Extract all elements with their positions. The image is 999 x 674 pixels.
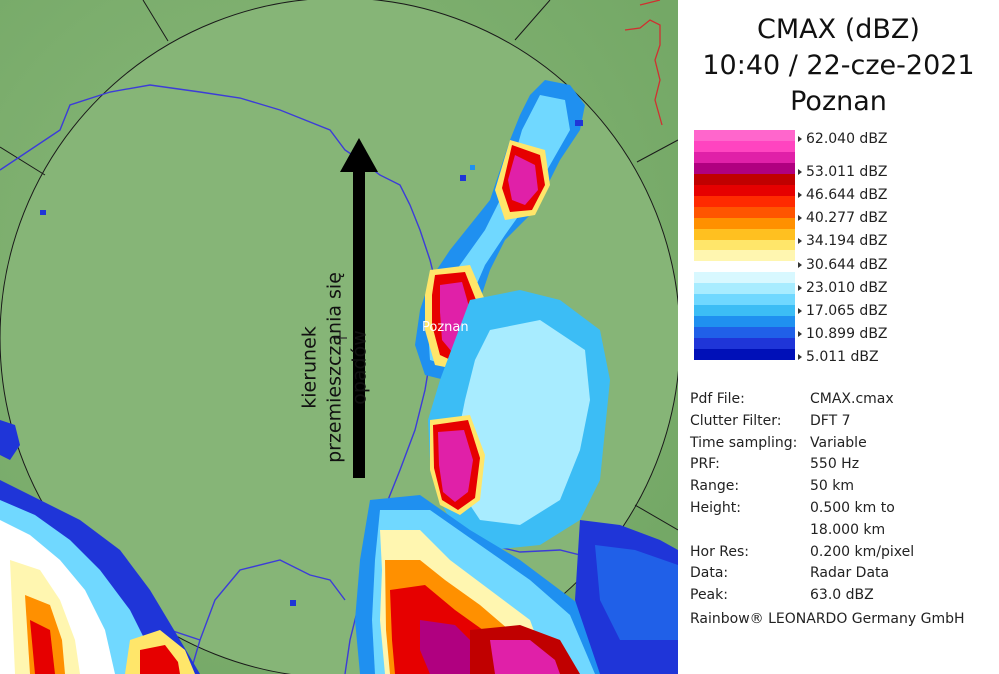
site-name: Poznan xyxy=(790,86,887,117)
color-scale-swatch xyxy=(694,316,795,328)
radar-map-graphics xyxy=(0,0,678,674)
tick-arrow-icon xyxy=(798,238,802,244)
color-scale-swatch xyxy=(694,327,795,339)
color-scale-swatch xyxy=(694,283,795,295)
tick-arrow-icon xyxy=(798,308,802,314)
tick-arrow-icon xyxy=(798,136,802,142)
color-scale-swatch xyxy=(694,294,795,306)
tick-arrow-icon xyxy=(798,331,802,337)
color-scale-label: 62.040 dBZ xyxy=(798,131,888,147)
metadata-key: Data: xyxy=(690,565,729,582)
color-scale-swatch xyxy=(694,349,795,361)
metadata-value: 18.000 km xyxy=(810,521,886,538)
color-scale-swatch xyxy=(694,195,795,208)
city-label: Poznan xyxy=(422,320,469,335)
color-scale-swatch xyxy=(694,272,795,284)
color-scale-label: 17.065 dBZ xyxy=(798,303,888,319)
metadata-key: Pdf File: xyxy=(690,391,745,407)
metadata-value: 0.500 km to xyxy=(810,500,895,516)
color-scale-swatch xyxy=(694,239,795,251)
color-scale-label: 46.644 dBZ xyxy=(798,187,888,203)
color-scale-bar xyxy=(694,130,795,361)
color-scale-label: 34.194 dBZ xyxy=(798,233,888,249)
color-scale-value: 46.644 dBZ xyxy=(806,187,888,203)
color-scale-swatch xyxy=(694,228,795,240)
color-scale-value: 17.065 dBZ xyxy=(806,303,888,319)
color-scale-value: 30.644 dBZ xyxy=(806,257,888,273)
color-scale-value: 23.010 dBZ xyxy=(806,280,888,296)
color-scale-swatch xyxy=(694,261,795,273)
color-scale-swatch xyxy=(694,338,795,350)
metadata-key: Height: xyxy=(690,500,741,516)
metadata-key: Time sampling: xyxy=(690,434,798,451)
color-scale-swatch xyxy=(694,162,795,175)
direction-label-line1: kierunek xyxy=(298,326,321,409)
color-scale-swatch xyxy=(694,305,795,317)
metadata-key: Hor Res: xyxy=(690,543,750,560)
color-scale-label: 5.011 dBZ xyxy=(798,349,879,365)
tick-arrow-icon xyxy=(798,354,802,360)
radar-center-marker xyxy=(333,331,347,345)
metadata-value: 50 km xyxy=(810,478,855,495)
direction-arrow xyxy=(340,138,378,478)
color-scale-label: 23.010 dBZ xyxy=(798,280,888,296)
color-scale-label: 53.011 dBZ xyxy=(798,164,888,180)
color-scale-swatch xyxy=(694,173,795,186)
color-scale-swatch xyxy=(694,217,795,230)
metadata-value: 550 Hz xyxy=(810,456,860,473)
metadata-key: Clutter Filter: xyxy=(690,412,782,429)
datetime: 10:40 / 22-cze-2021 xyxy=(702,50,975,81)
footer-credit: Rainbow® LEONARDO Germany GmbH xyxy=(690,611,965,627)
color-scale-label: 10.899 dBZ xyxy=(798,326,888,342)
color-scale-swatch xyxy=(694,206,795,219)
tick-arrow-icon xyxy=(798,215,802,221)
color-scale-value: 34.194 dBZ xyxy=(806,233,888,249)
color-scale-label: 40.277 dBZ xyxy=(798,210,888,226)
color-scale-swatch xyxy=(694,140,795,153)
color-scale-value: 10.899 dBZ xyxy=(806,326,888,342)
color-scale-swatch xyxy=(694,250,795,262)
color-scale-swatch xyxy=(694,130,795,142)
tick-arrow-icon xyxy=(798,192,802,198)
color-scale-value: 5.011 dBZ xyxy=(806,349,879,365)
tick-arrow-icon xyxy=(798,262,802,268)
precipitation-echoes xyxy=(0,80,678,674)
tick-arrow-icon xyxy=(798,285,802,291)
direction-label-line2: przemieszczania się opadów xyxy=(323,272,371,463)
color-scale-swatch xyxy=(694,184,795,197)
color-scale-value: 53.011 dBZ xyxy=(806,164,888,180)
direction-label: kierunek przemieszczania się opadów xyxy=(298,263,373,473)
metadata-value: Variable xyxy=(810,434,867,451)
color-scale-swatch xyxy=(694,151,795,164)
metadata-value: 0.200 km/pixel xyxy=(810,543,915,560)
metadata-value: Radar Data xyxy=(810,565,890,582)
radar-map: Poznan kierunek przemieszczania się opad… xyxy=(0,0,678,674)
color-scale-label: 30.644 dBZ xyxy=(798,257,888,273)
metadata-value: DFT 7 xyxy=(810,412,851,429)
color-scale-value: 40.277 dBZ xyxy=(806,210,888,226)
metadata-key: Range: xyxy=(690,478,740,495)
metadata-value: CMAX.cmax xyxy=(810,391,894,407)
metadata-key: PRF: xyxy=(690,456,720,473)
product-title: CMAX (dBZ) xyxy=(757,14,920,45)
metadata-value: 63.0 dBZ xyxy=(810,587,874,604)
metadata-key: Peak: xyxy=(690,587,728,604)
color-scale-value: 62.040 dBZ xyxy=(806,131,888,147)
tick-arrow-icon xyxy=(798,169,802,175)
